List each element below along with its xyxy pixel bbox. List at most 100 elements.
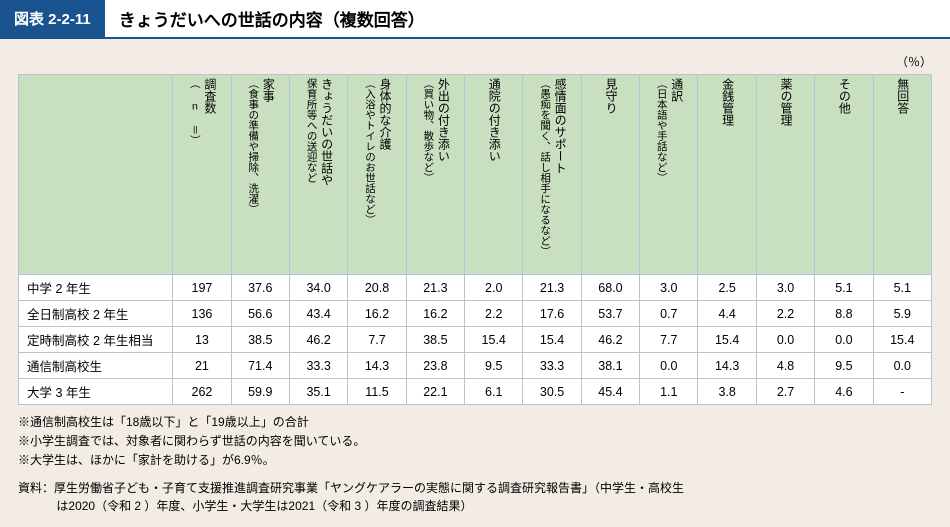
data-cell: 4.6 bbox=[815, 379, 873, 405]
data-cell: 17.6 bbox=[523, 301, 581, 327]
table-row: 大学 3 年生26259.935.111.522.16.130.545.41.1… bbox=[19, 379, 932, 405]
data-cell: 21.3 bbox=[523, 275, 581, 301]
data-cell: 15.4 bbox=[698, 327, 756, 353]
data-cell: 20.8 bbox=[348, 275, 406, 301]
data-cell: 1.1 bbox=[640, 379, 698, 405]
data-cell: 68.0 bbox=[581, 275, 639, 301]
content-panel: （％） 調査数（ n ＝） 家事（食事の準備や掃除、洗濯） きょうだいの世話や保… bbox=[0, 39, 950, 527]
data-cell: 2.5 bbox=[698, 275, 756, 301]
data-cell: 43.4 bbox=[289, 301, 347, 327]
data-cell: 35.1 bbox=[289, 379, 347, 405]
figure-title: きょうだいへの世話の内容（複数回答） bbox=[105, 0, 439, 37]
source: 資料：厚生労働省子ども・子育て支援推進調査研究事業「ヤングケアラーの実態に関する… bbox=[18, 479, 932, 515]
table-row: 中学 2 年生19737.634.020.821.32.021.368.03.0… bbox=[19, 275, 932, 301]
table-row: 定時制高校 2 年生相当1338.546.27.738.515.415.446.… bbox=[19, 327, 932, 353]
data-cell: 16.2 bbox=[406, 301, 464, 327]
data-cell: 14.3 bbox=[348, 353, 406, 379]
data-cell: 4.8 bbox=[756, 353, 814, 379]
data-cell: 4.4 bbox=[698, 301, 756, 327]
data-cell: 2.2 bbox=[756, 301, 814, 327]
table-row: 全日制高校 2 年生13656.643.416.216.22.217.653.7… bbox=[19, 301, 932, 327]
data-cell: 6.1 bbox=[465, 379, 523, 405]
data-cell: 30.5 bbox=[523, 379, 581, 405]
col-header: 身体的な介護（入浴やトイレのお世話など） bbox=[348, 75, 406, 275]
data-cell: 0.0 bbox=[640, 353, 698, 379]
data-cell: 38.5 bbox=[406, 327, 464, 353]
col-header: 調査数（ n ＝） bbox=[173, 75, 231, 275]
data-cell: 3.0 bbox=[640, 275, 698, 301]
data-cell: 9.5 bbox=[465, 353, 523, 379]
col-header: 薬の管理 bbox=[756, 75, 814, 275]
title-bar: 図表 2-2-11 きょうだいへの世話の内容（複数回答） bbox=[0, 0, 950, 39]
data-cell: 262 bbox=[173, 379, 231, 405]
data-cell: 13 bbox=[173, 327, 231, 353]
data-cell: 23.8 bbox=[406, 353, 464, 379]
row-label: 通信制高校生 bbox=[19, 353, 173, 379]
row-label: 定時制高校 2 年生相当 bbox=[19, 327, 173, 353]
col-header: 家事（食事の準備や掃除、洗濯） bbox=[231, 75, 289, 275]
data-cell: 5.1 bbox=[815, 275, 873, 301]
table-header-row: 調査数（ n ＝） 家事（食事の準備や掃除、洗濯） きょうだいの世話や保育所等へ… bbox=[19, 75, 932, 275]
col-header: きょうだいの世話や保育所等への送迎など bbox=[289, 75, 347, 275]
data-cell: 33.3 bbox=[289, 353, 347, 379]
data-cell: 0.7 bbox=[640, 301, 698, 327]
data-cell: 15.4 bbox=[523, 327, 581, 353]
data-cell: 5.9 bbox=[873, 301, 931, 327]
data-cell: 5.1 bbox=[873, 275, 931, 301]
data-cell: 14.3 bbox=[698, 353, 756, 379]
data-cell: 15.4 bbox=[873, 327, 931, 353]
data-cell: - bbox=[873, 379, 931, 405]
data-cell: 46.2 bbox=[289, 327, 347, 353]
data-cell: 0.0 bbox=[756, 327, 814, 353]
data-cell: 3.0 bbox=[756, 275, 814, 301]
col-header: 通訳（日本語や手話など） bbox=[640, 75, 698, 275]
col-header: 通院の付き添い bbox=[465, 75, 523, 275]
data-cell: 3.8 bbox=[698, 379, 756, 405]
data-cell: 33.3 bbox=[523, 353, 581, 379]
table-body: 中学 2 年生19737.634.020.821.32.021.368.03.0… bbox=[19, 275, 932, 405]
notes: ※通信制高校生は「18歳以下」と「19歳以上」の合計 ※小学生調査では、対象者に… bbox=[18, 413, 932, 469]
data-table: 調査数（ n ＝） 家事（食事の準備や掃除、洗濯） きょうだいの世話や保育所等へ… bbox=[18, 74, 932, 405]
data-cell: 34.0 bbox=[289, 275, 347, 301]
row-label: 中学 2 年生 bbox=[19, 275, 173, 301]
row-label: 全日制高校 2 年生 bbox=[19, 301, 173, 327]
data-cell: 136 bbox=[173, 301, 231, 327]
data-cell: 56.6 bbox=[231, 301, 289, 327]
note-line: ※小学生調査では、対象者に関わらず世話の内容を聞いている。 bbox=[18, 432, 932, 450]
data-cell: 15.4 bbox=[465, 327, 523, 353]
data-cell: 16.2 bbox=[348, 301, 406, 327]
col-header: 見守り bbox=[581, 75, 639, 275]
data-cell: 0.0 bbox=[815, 327, 873, 353]
col-header: 外出の付き添い（買い物、散歩など） bbox=[406, 75, 464, 275]
row-label: 大学 3 年生 bbox=[19, 379, 173, 405]
row-label-header bbox=[19, 75, 173, 275]
data-cell: 46.2 bbox=[581, 327, 639, 353]
col-header: その他 bbox=[815, 75, 873, 275]
source-line: 資料：厚生労働省子ども・子育て支援推進調査研究事業「ヤングケアラーの実態に関する… bbox=[18, 479, 932, 497]
data-cell: 45.4 bbox=[581, 379, 639, 405]
note-line: ※通信制高校生は「18歳以下」と「19歳以上」の合計 bbox=[18, 413, 932, 431]
data-cell: 2.7 bbox=[756, 379, 814, 405]
data-cell: 7.7 bbox=[640, 327, 698, 353]
data-cell: 37.6 bbox=[231, 275, 289, 301]
data-cell: 197 bbox=[173, 275, 231, 301]
data-cell: 8.8 bbox=[815, 301, 873, 327]
data-cell: 21 bbox=[173, 353, 231, 379]
data-cell: 2.0 bbox=[465, 275, 523, 301]
table-row: 通信制高校生2171.433.314.323.89.533.338.10.014… bbox=[19, 353, 932, 379]
note-line: ※大学生は、ほかに「家計を助ける」が6.9％。 bbox=[18, 451, 932, 469]
data-cell: 22.1 bbox=[406, 379, 464, 405]
data-cell: 7.7 bbox=[348, 327, 406, 353]
data-cell: 59.9 bbox=[231, 379, 289, 405]
data-cell: 38.5 bbox=[231, 327, 289, 353]
data-cell: 9.5 bbox=[815, 353, 873, 379]
col-header: 金銭管理 bbox=[698, 75, 756, 275]
unit-label: （％） bbox=[18, 53, 932, 70]
data-cell: 11.5 bbox=[348, 379, 406, 405]
data-cell: 0.0 bbox=[873, 353, 931, 379]
figure-number-tag: 図表 2-2-11 bbox=[0, 0, 105, 37]
source-line: は2020（令和 2 ）年度、小学生・大学生は2021（令和 3 ）年度の調査結… bbox=[18, 497, 932, 515]
data-cell: 71.4 bbox=[231, 353, 289, 379]
data-cell: 2.2 bbox=[465, 301, 523, 327]
col-header: 無回答 bbox=[873, 75, 931, 275]
